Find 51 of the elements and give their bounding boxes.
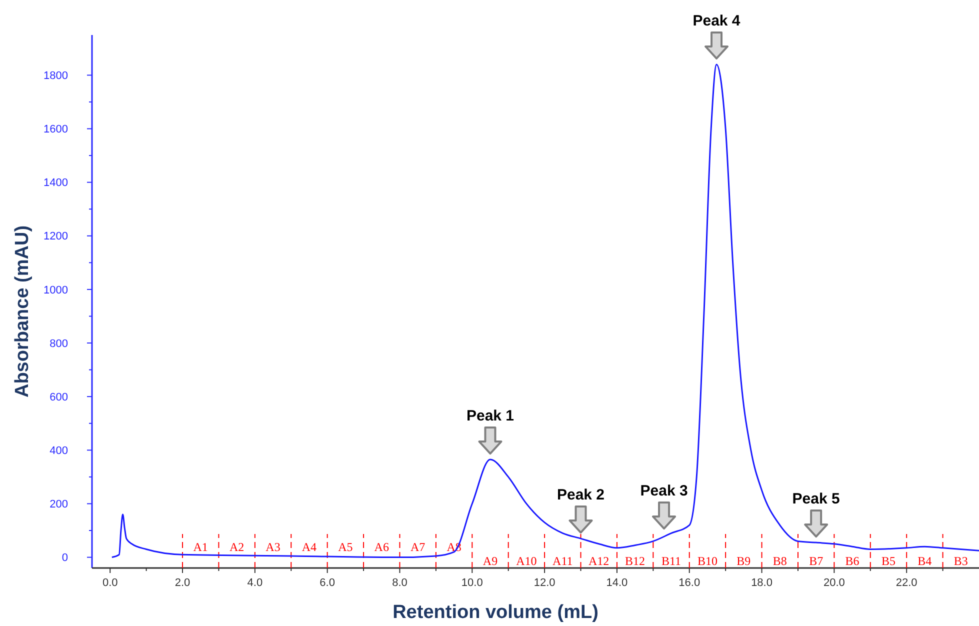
ref-line-label: A6 (374, 540, 389, 554)
ref-line-label: A1 (193, 540, 208, 554)
ref-line-label: A10 (516, 554, 537, 568)
y-tick-label: 200 (50, 498, 68, 511)
x-tick-label: 0.0 (102, 577, 118, 589)
x-tick-label: 16.0 (678, 577, 700, 589)
ref-line-label: B12 (625, 554, 646, 568)
ref-line-label: B10 (697, 554, 718, 568)
ref-line-label: B7 (809, 554, 824, 568)
ref-line-label: B3 (954, 554, 968, 568)
ref-line-label: B8 (772, 554, 787, 568)
ref-line-label: B11 (661, 554, 682, 568)
annotation: Peak 4 (692, 12, 741, 30)
x-tick-label: 18.0 (751, 577, 772, 589)
annotation: Peak 5 (792, 490, 840, 508)
y-tick-label: 0 (62, 552, 68, 564)
ref-line-label: B5 (881, 554, 896, 568)
x-tick-label: 6.0 (320, 577, 335, 589)
x-tick-label: 12.0 (534, 577, 556, 589)
y-tick-label: 1400 (44, 177, 68, 190)
x-tick-label: 20.0 (823, 577, 845, 589)
ref-line-label: B6 (845, 554, 860, 568)
ref-line-label: B9 (736, 554, 751, 568)
x-tick-label: 10.0 (461, 577, 483, 589)
ref-line-label: A11 (552, 554, 573, 568)
ref-line-label: A9 (482, 554, 498, 568)
annotation: Peak 1 (466, 408, 514, 425)
x-tick-label: 8.0 (392, 577, 408, 589)
ref-line-label: A2 (229, 540, 244, 554)
x-tick-label: 4.0 (247, 577, 263, 589)
y-tick-label: 400 (50, 445, 68, 457)
x-tick-label: 2.0 (174, 577, 190, 589)
annotation: Peak 2 (556, 486, 605, 504)
x-tick-label: 22.0 (896, 577, 918, 589)
ref-line-label: A4 (302, 540, 317, 554)
x-tick-label: 14.0 (606, 577, 628, 589)
y-axis-title: Absorbance (mAU) (12, 225, 33, 398)
ref-line-label: A3 (266, 540, 280, 554)
ref-line-label: B4 (918, 554, 932, 568)
y-tick-label: 1200 (44, 230, 68, 243)
line-series (111, 64, 979, 558)
x-axis-title: Retention volume (mL) (392, 602, 598, 623)
y-tick-label: 600 (50, 391, 68, 404)
y-tick-label: 1000 (44, 284, 68, 296)
ref-line-label: A12 (588, 554, 610, 568)
ref-line-label: A7 (410, 540, 426, 554)
ref-line-label: A5 (338, 540, 353, 554)
annotation: Peak 3 (640, 482, 688, 500)
y-tick-label: 1800 (44, 70, 68, 82)
y-tick-label: 1600 (44, 124, 68, 136)
y-tick-label: 800 (50, 338, 68, 350)
